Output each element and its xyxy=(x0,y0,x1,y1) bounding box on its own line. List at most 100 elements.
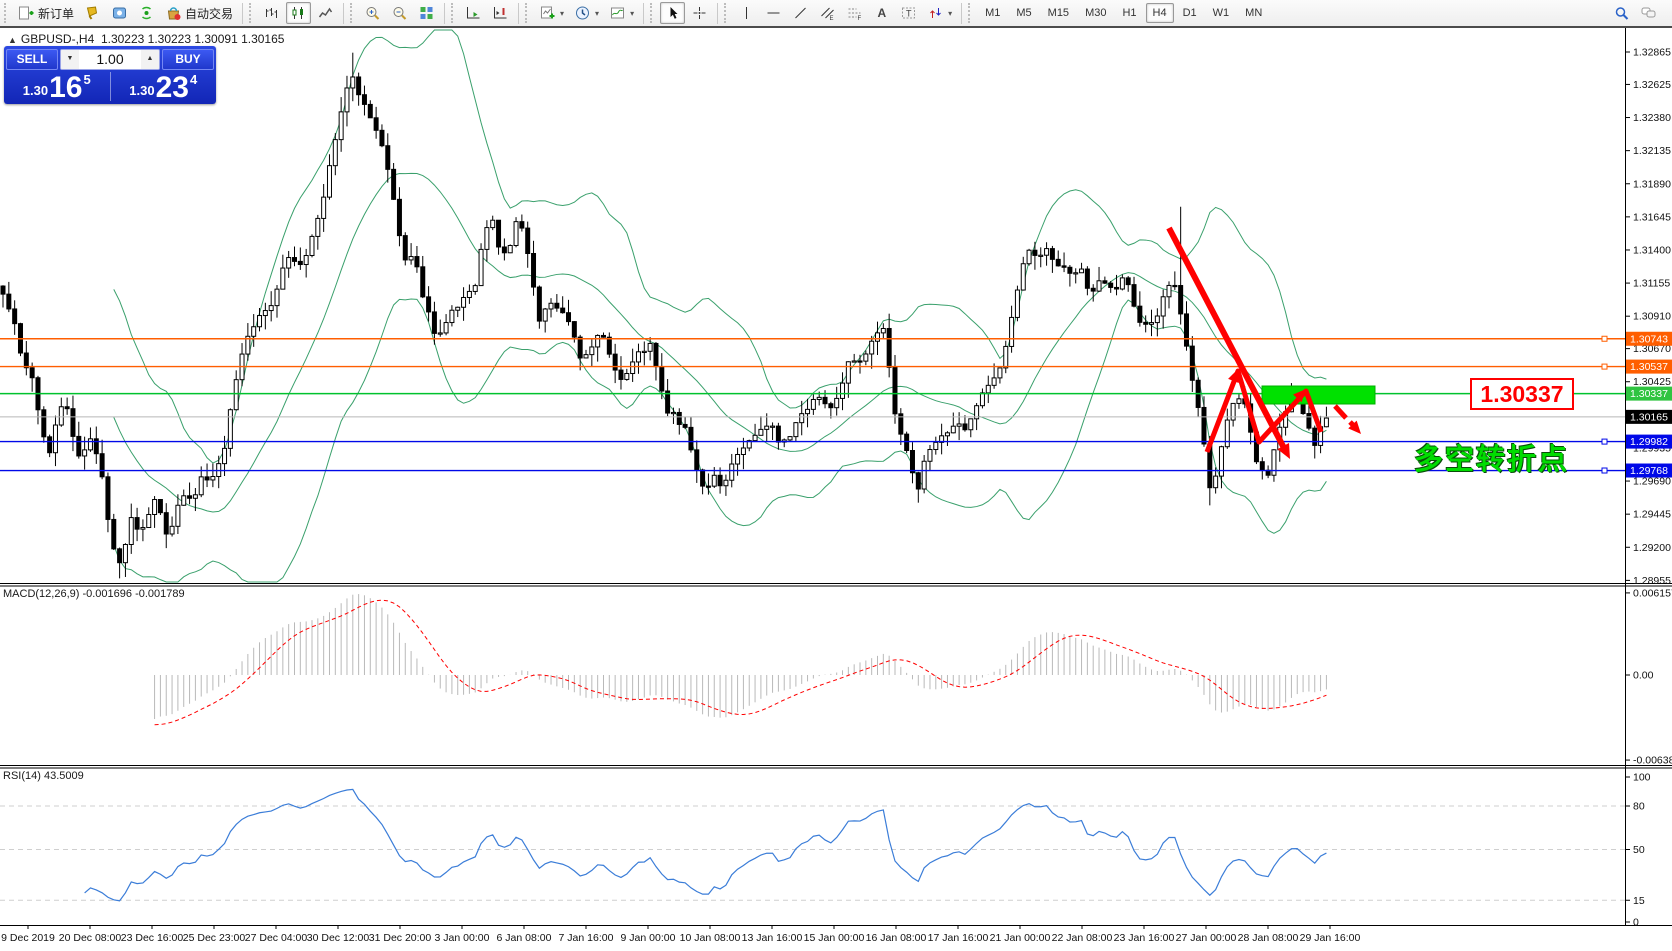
chevron-down-icon: ▾ xyxy=(630,8,635,18)
line-chart-button[interactable] xyxy=(313,2,338,24)
periods-button[interactable]: ▾ xyxy=(570,2,603,24)
line-chart-icon xyxy=(318,7,333,18)
svg-text:1.31155: 1.31155 xyxy=(1633,278,1670,290)
equidistant-channel-button[interactable]: E xyxy=(815,2,840,24)
new-chart-button[interactable]: ▾ xyxy=(535,2,568,24)
arrows-icon xyxy=(930,8,941,18)
signals-button[interactable] xyxy=(134,2,159,24)
chart-canvas[interactable]: 1.32865 1.32625 1.32380 1.32135 1.31890 1.316… xyxy=(0,28,1672,951)
vertical-line-button[interactable] xyxy=(734,2,759,24)
styler-button[interactable] xyxy=(80,2,105,24)
cursor-button[interactable] xyxy=(660,2,686,24)
buy-price[interactable]: 1.30 23 4 xyxy=(111,70,217,103)
chart-window[interactable]: 1.32865 1.32625 1.32380 1.32135 1.31890 1.316… xyxy=(0,28,1672,951)
svg-text:1.30425: 1.30425 xyxy=(1633,376,1671,388)
projection-arrow[interactable] xyxy=(1333,404,1361,434)
horizontal-line-button[interactable] xyxy=(761,2,786,24)
svg-text:0: 0 xyxy=(1633,917,1639,929)
lot-decrease-button[interactable]: ▼ xyxy=(61,49,79,69)
equidistant-channel-icon: E xyxy=(821,7,834,21)
svg-text:1.29445: 1.29445 xyxy=(1633,509,1671,521)
zoom-out-button[interactable] xyxy=(387,2,412,24)
sell-button[interactable]: SELL xyxy=(6,48,58,70)
svg-text:15 Jan 00:00: 15 Jan 00:00 xyxy=(804,932,865,944)
svg-text:1.30670: 1.30670 xyxy=(1633,343,1671,355)
timeframe-m30-button[interactable]: M30 xyxy=(1085,7,1107,19)
timeframe-mn-button[interactable]: MN xyxy=(1245,7,1263,19)
svg-text:9 Dec 2019: 9 Dec 2019 xyxy=(1,932,55,944)
fibonacci-button[interactable]: F xyxy=(842,2,867,24)
text-icon: A xyxy=(878,6,887,20)
macd-histogram xyxy=(154,594,1327,720)
timeframe-m5-button[interactable]: M5 xyxy=(1016,7,1032,19)
timeframe-m1-button[interactable]: M1 xyxy=(985,7,1001,19)
toolbar-separator xyxy=(242,2,244,24)
timeframe-h4-button[interactable]: H4 xyxy=(1145,3,1174,23)
chart-shift-button[interactable] xyxy=(488,2,513,24)
svg-text:16 Jan 08:00: 16 Jan 08:00 xyxy=(866,932,927,944)
chat-button[interactable] xyxy=(1636,2,1661,24)
svg-text:1.29982: 1.29982 xyxy=(1630,436,1668,448)
toolbar-separator xyxy=(444,2,446,24)
zigzag-arrow[interactable] xyxy=(1204,368,1324,453)
search-button[interactable] xyxy=(1609,2,1634,24)
lot-size-input[interactable] xyxy=(79,49,141,69)
timeframe-d1-button[interactable]: D1 xyxy=(1182,7,1197,19)
auto-trading-button[interactable]: 自动交易 xyxy=(161,2,237,25)
price-annotation-box[interactable]: 1.30337 xyxy=(1470,378,1574,410)
support-zone-rect[interactable] xyxy=(1261,385,1376,405)
svg-text:21 Jan 00:00: 21 Jan 00:00 xyxy=(990,932,1051,944)
bar-chart-button[interactable] xyxy=(259,2,284,24)
timeframe-m15-button[interactable]: M15 xyxy=(1047,7,1070,19)
timeframe-w1-button[interactable]: W1 xyxy=(1212,7,1230,19)
svg-text:1.32625: 1.32625 xyxy=(1633,79,1671,91)
timeframe-h1-button[interactable]: H1 xyxy=(1122,7,1137,19)
rsi-line xyxy=(84,788,1327,902)
text-label-button[interactable]: T xyxy=(896,2,921,24)
fibonacci-icon: F xyxy=(848,8,862,21)
lot-increase-button[interactable]: ▲ xyxy=(141,49,159,69)
svg-text:0.006157: 0.006157 xyxy=(1633,587,1672,599)
svg-text:1.32865: 1.32865 xyxy=(1633,47,1671,59)
svg-text:50: 50 xyxy=(1633,844,1645,856)
periods-icon xyxy=(576,6,590,20)
svg-text:1.32380: 1.32380 xyxy=(1633,112,1671,124)
svg-text:1.28955: 1.28955 xyxy=(1633,575,1671,587)
market-watch-button[interactable] xyxy=(107,2,132,24)
svg-text:13 Jan 16:00: 13 Jan 16:00 xyxy=(742,932,803,944)
price-axis-badges: 1.30743 1.30537 1.30337 1.30165 1.29982 1.297… xyxy=(1626,331,1672,478)
templates-button[interactable]: ▾ xyxy=(605,2,638,24)
lot-size-box: ▼ ▲ xyxy=(60,48,160,70)
text-button[interactable]: A xyxy=(869,2,894,24)
svg-text:25 Dec 23:00: 25 Dec 23:00 xyxy=(183,932,246,944)
sell-price-big: 16 xyxy=(49,71,83,104)
arrows-button[interactable]: ▾ xyxy=(923,2,956,24)
auto-scroll-button[interactable] xyxy=(461,2,486,24)
chart-shift-icon xyxy=(494,7,507,19)
buy-price-sup: 4 xyxy=(189,72,198,87)
trend-arrow[interactable] xyxy=(1166,226,1290,459)
zoom-in-button[interactable] xyxy=(360,2,385,24)
vertical-line-icon xyxy=(746,7,748,19)
svg-text:1.30165: 1.30165 xyxy=(1630,411,1668,423)
svg-text:1.32135: 1.32135 xyxy=(1633,145,1671,157)
turning-point-annotation[interactable]: 多空转折点 xyxy=(1414,444,1570,476)
crosshair-icon xyxy=(693,7,706,19)
toolbar-separator xyxy=(643,2,645,24)
svg-text:0.00: 0.00 xyxy=(1633,670,1654,682)
new-order-button[interactable]: 新订单 xyxy=(14,2,78,25)
candlestick-button[interactable] xyxy=(286,2,312,24)
svg-text:E: E xyxy=(830,16,834,21)
trendline-button[interactable] xyxy=(788,2,813,24)
svg-text:23 Jan 16:00: 23 Jan 16:00 xyxy=(1114,932,1175,944)
svg-text:1.29690: 1.29690 xyxy=(1633,476,1671,488)
tile-windows-button[interactable] xyxy=(414,2,439,24)
svg-text:20 Dec 08:00: 20 Dec 08:00 xyxy=(59,932,122,944)
toolbar-grip xyxy=(350,3,355,23)
svg-text:1.30337: 1.30337 xyxy=(1630,388,1668,400)
buy-button[interactable]: BUY xyxy=(162,48,214,70)
collapse-panel-icon[interactable]: ▲ xyxy=(8,35,17,45)
search-icon xyxy=(1615,7,1629,20)
crosshair-button[interactable] xyxy=(687,2,712,24)
sell-price[interactable]: 1.30 16 5 xyxy=(4,70,110,103)
